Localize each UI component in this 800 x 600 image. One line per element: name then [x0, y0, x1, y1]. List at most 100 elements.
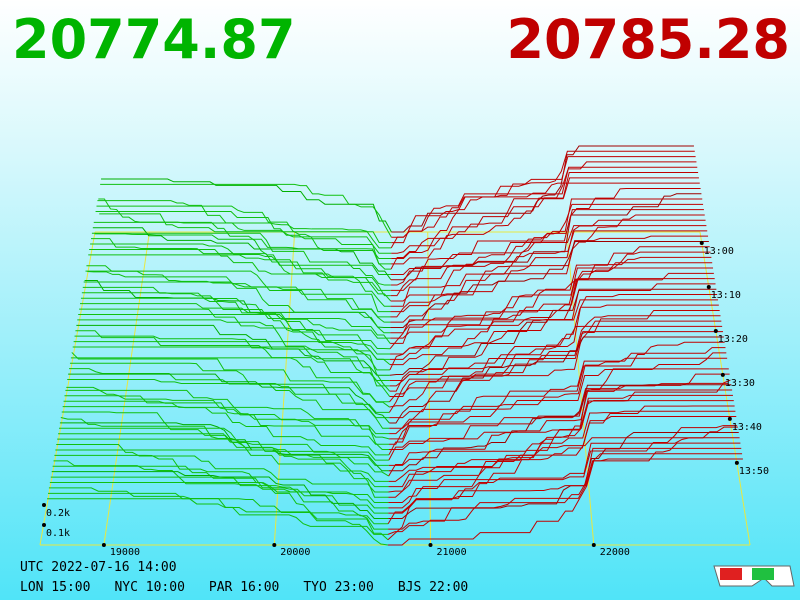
bid-price: 20774.87: [12, 8, 296, 71]
time-tick: [699, 240, 704, 245]
bid-depth-line: [72, 346, 390, 397]
city-time: BJS 22:00: [397, 580, 469, 595]
bid-depth-line: [80, 303, 391, 355]
bid-depth-line: [94, 233, 392, 270]
bid-depth-line: [68, 373, 390, 424]
depth-tick: [42, 523, 46, 527]
floor-grid: [39, 231, 96, 546]
bid-depth-line: [79, 308, 391, 360]
bid-depth-line: [76, 324, 390, 376]
ask-depth-line: [389, 309, 720, 397]
ask-depth-line: [388, 389, 733, 477]
ask-depth-line: [390, 187, 701, 275]
ask-depth-line: [389, 320, 722, 408]
ask-depth-line: [389, 278, 715, 366]
bid-depth-line: [60, 416, 389, 466]
ask-depth-line: [390, 209, 704, 297]
ask-depth-line: [388, 442, 741, 530]
bid-depth-line: [55, 449, 389, 498]
ask-depth-line: [389, 331, 723, 419]
bid-depth-line: [82, 286, 391, 339]
bid-depth-line: [78, 313, 391, 366]
price-label: 22000: [600, 547, 630, 558]
ask-depth-line: [389, 357, 728, 445]
depth-label: 0.1k: [46, 528, 70, 539]
bid-depth-line: [100, 183, 392, 238]
ask-depth-line: [388, 400, 734, 488]
ask-depth-line: [390, 230, 708, 318]
ask-depth-line: [388, 410, 736, 498]
bid-depth-line: [56, 444, 389, 493]
bid-depth-line: [57, 438, 389, 488]
bid-depth-line: [58, 427, 389, 477]
ask-depth-line: [389, 299, 719, 387]
bid-depth-line: [75, 330, 390, 382]
ask-depth-line: [389, 347, 726, 435]
price-label: 19000: [110, 547, 140, 558]
bid-depth-line: [89, 248, 392, 302]
utc-time: UTC 2022-07-16 14:00: [20, 560, 177, 575]
ask-depth-line: [390, 235, 709, 323]
price-tick: [428, 543, 433, 547]
bid-depth-line: [71, 352, 390, 403]
ask-depth-line: [390, 272, 714, 360]
ask-depth-line: [388, 325, 723, 413]
ask-depth-line: [387, 447, 742, 535]
ask-depth-line: [389, 336, 724, 424]
floor-grid: [273, 231, 296, 546]
ask-depth-line: [390, 251, 711, 339]
bid-depth-line: [48, 492, 389, 541]
bid-depth-line: [87, 271, 391, 313]
price-tick: [591, 543, 596, 547]
bid-depth-line: [80, 297, 391, 350]
ask-depth-line: [390, 219, 706, 307]
time-tick: [720, 372, 725, 377]
bid-depth-line: [62, 406, 389, 456]
ask-depth-line: [390, 214, 705, 302]
ask-depth-line: [389, 315, 721, 403]
ask-depth-line: [391, 156, 696, 244]
bid-depth-line: [101, 178, 392, 233]
ask-depth-line: [389, 304, 719, 392]
bid-depth-line: [77, 319, 390, 371]
time-tick: [713, 328, 718, 333]
bid-depth-line: [48, 487, 389, 535]
city-time: PAR 16:00: [208, 580, 280, 595]
bid-depth-line: [49, 481, 389, 530]
ask-depth-line: [389, 341, 725, 429]
depth-label: 0.2k: [46, 508, 70, 519]
bid-depth-line: [99, 213, 392, 244]
city-time: TYO 23:00: [303, 580, 374, 595]
ask-depth-line: [389, 352, 727, 440]
bid-depth-line: [67, 379, 390, 429]
bid-depth-line: [53, 460, 389, 509]
bid-depth-line: [69, 362, 390, 413]
ask-depth-line: [390, 182, 700, 270]
bid-depth-line: [59, 422, 389, 472]
ask-depth-line: [388, 379, 731, 466]
ask-depth-line: [390, 203, 704, 291]
ask-depth-line: [391, 177, 699, 265]
bid-depth-line: [74, 335, 390, 387]
bid-depth-line: [65, 389, 390, 440]
time-tick: [706, 284, 711, 289]
time-label: 13:40: [732, 422, 762, 433]
ask-depth-line: [390, 225, 707, 313]
ask-depth-line: [391, 166, 698, 254]
ask-depth-line: [388, 384, 732, 472]
ask-depth-line: [387, 453, 743, 541]
bid-depth-line: [88, 254, 391, 307]
time-label: 13:00: [704, 246, 734, 257]
bid-depth-line: [95, 211, 392, 265]
ask-depth-line: [390, 198, 703, 286]
city-time: LON 15:00: [20, 580, 91, 595]
ask-depth-line: [391, 150, 695, 238]
ask-depth-line: [389, 288, 717, 376]
ask-depth-line: [388, 368, 729, 456]
price-tick: [272, 543, 277, 547]
price-label: 21000: [437, 547, 467, 558]
ask-depth-line: [390, 256, 712, 344]
bid-depth-line: [50, 476, 389, 525]
ask-depth-line: [387, 458, 743, 546]
